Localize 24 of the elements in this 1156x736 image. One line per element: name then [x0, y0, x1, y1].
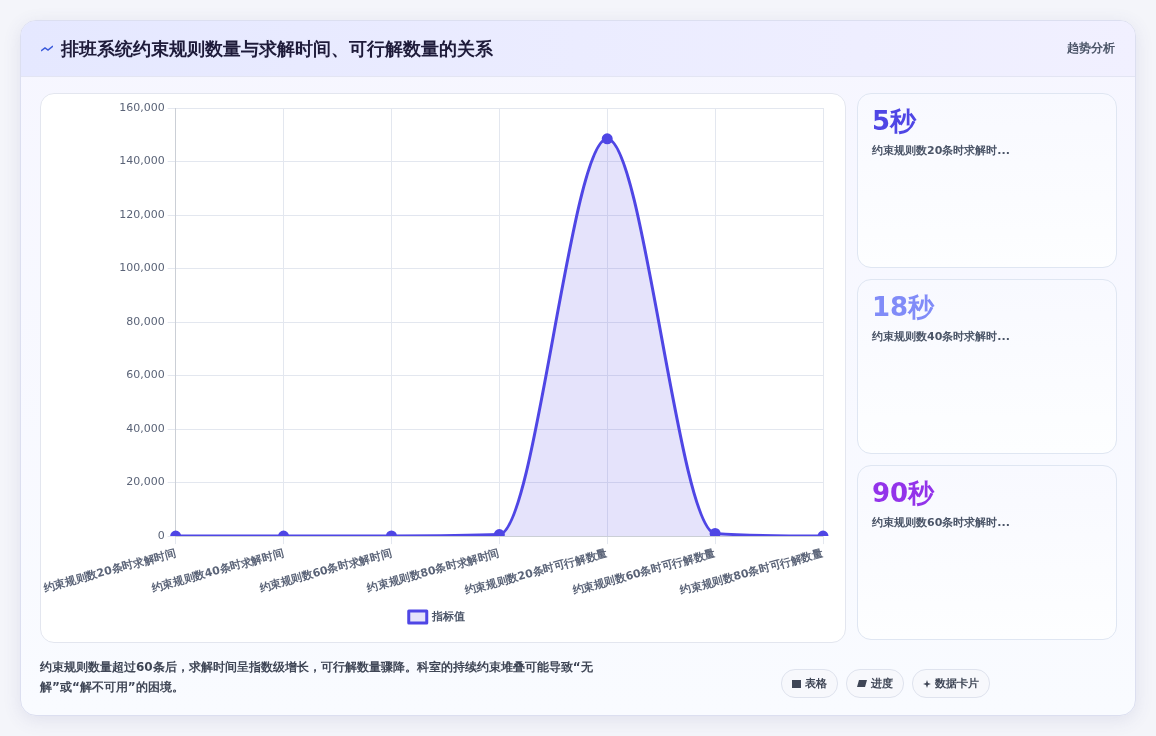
y-tick-label: 0	[157, 528, 165, 542]
text: 表格	[805, 676, 827, 691]
text: 约束规则数60条时求解时...	[872, 515, 1011, 530]
text: 约束规则数20条时求解时...	[872, 143, 1011, 158]
y-tick-label: 120,000	[119, 207, 165, 221]
text: 18秒	[872, 291, 936, 324]
text: 5秒	[872, 105, 918, 138]
text: 进度	[871, 676, 893, 691]
text: 趋势分析	[1067, 40, 1115, 57]
point	[709, 527, 721, 537]
y-tick-label: 140,000	[119, 154, 165, 168]
y-tick-label: 20,000	[126, 475, 165, 489]
text: 约束规则数量超过60条后，求解时间呈指数级增长，可行解数量骤降。科室的持续约束堆叠可能导致“无解”或“解不可用”的困境。	[40, 659, 594, 696]
text: 数据卡片	[935, 676, 979, 691]
point	[601, 133, 613, 145]
chart-title: 排班系统约束规则数量与求解时间、可行解数量的关系	[61, 36, 494, 61]
y-tick-label: 100,000	[119, 261, 165, 275]
legend-label: 指标值	[431, 609, 466, 623]
y-tick-label: 160,000	[119, 100, 165, 114]
y-tick-label: 60,000	[126, 368, 165, 382]
text: 约束规则数40条时求解时...	[872, 329, 1011, 344]
y-tick-label: 40,000	[126, 421, 165, 435]
text: 90秒	[872, 477, 936, 510]
y-tick-label: 80,000	[126, 314, 165, 328]
